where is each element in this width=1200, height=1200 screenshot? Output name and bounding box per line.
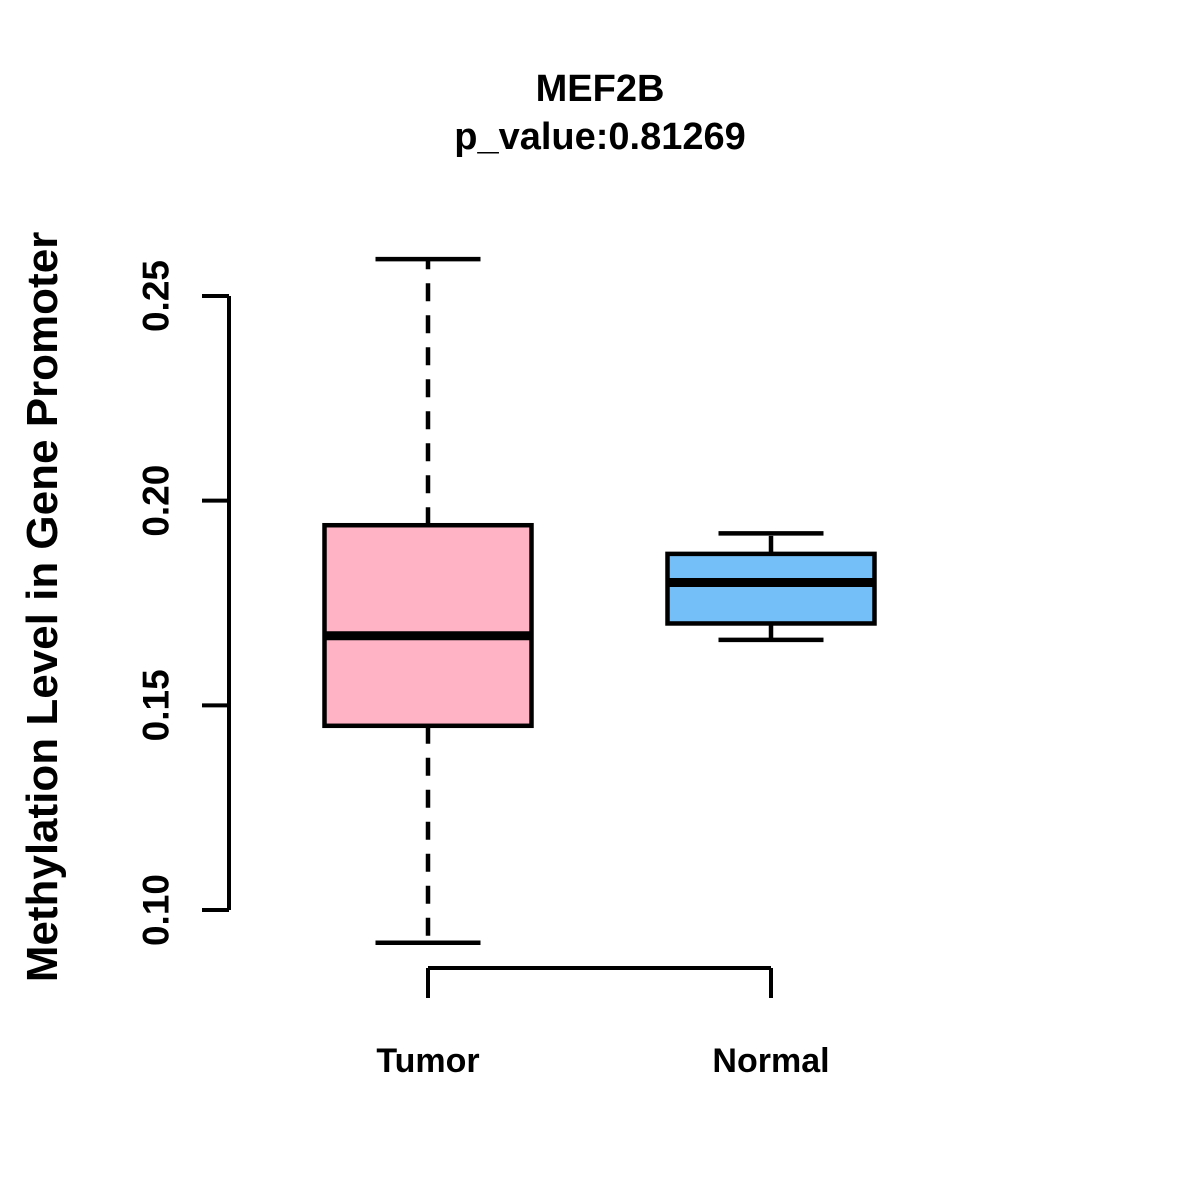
normal-iqr-box (665, 551, 877, 626)
chart-title: MEF2B (535, 68, 665, 110)
y-tick-label: 0.20 (136, 465, 177, 537)
chart-subtitle: p_value:0.81269 (454, 116, 746, 158)
tumor-iqr-box (322, 522, 534, 729)
y-axis-label: Methylation Level in Gene Promoter (18, 231, 67, 983)
y-tick-label: 0.25 (136, 260, 177, 332)
y-tick-label: 0.15 (136, 669, 177, 741)
y-tick-label: 0.10 (136, 874, 177, 946)
x-category-label-normal: Normal (712, 1042, 830, 1080)
x-category-label-tumor: Tumor (376, 1042, 480, 1080)
